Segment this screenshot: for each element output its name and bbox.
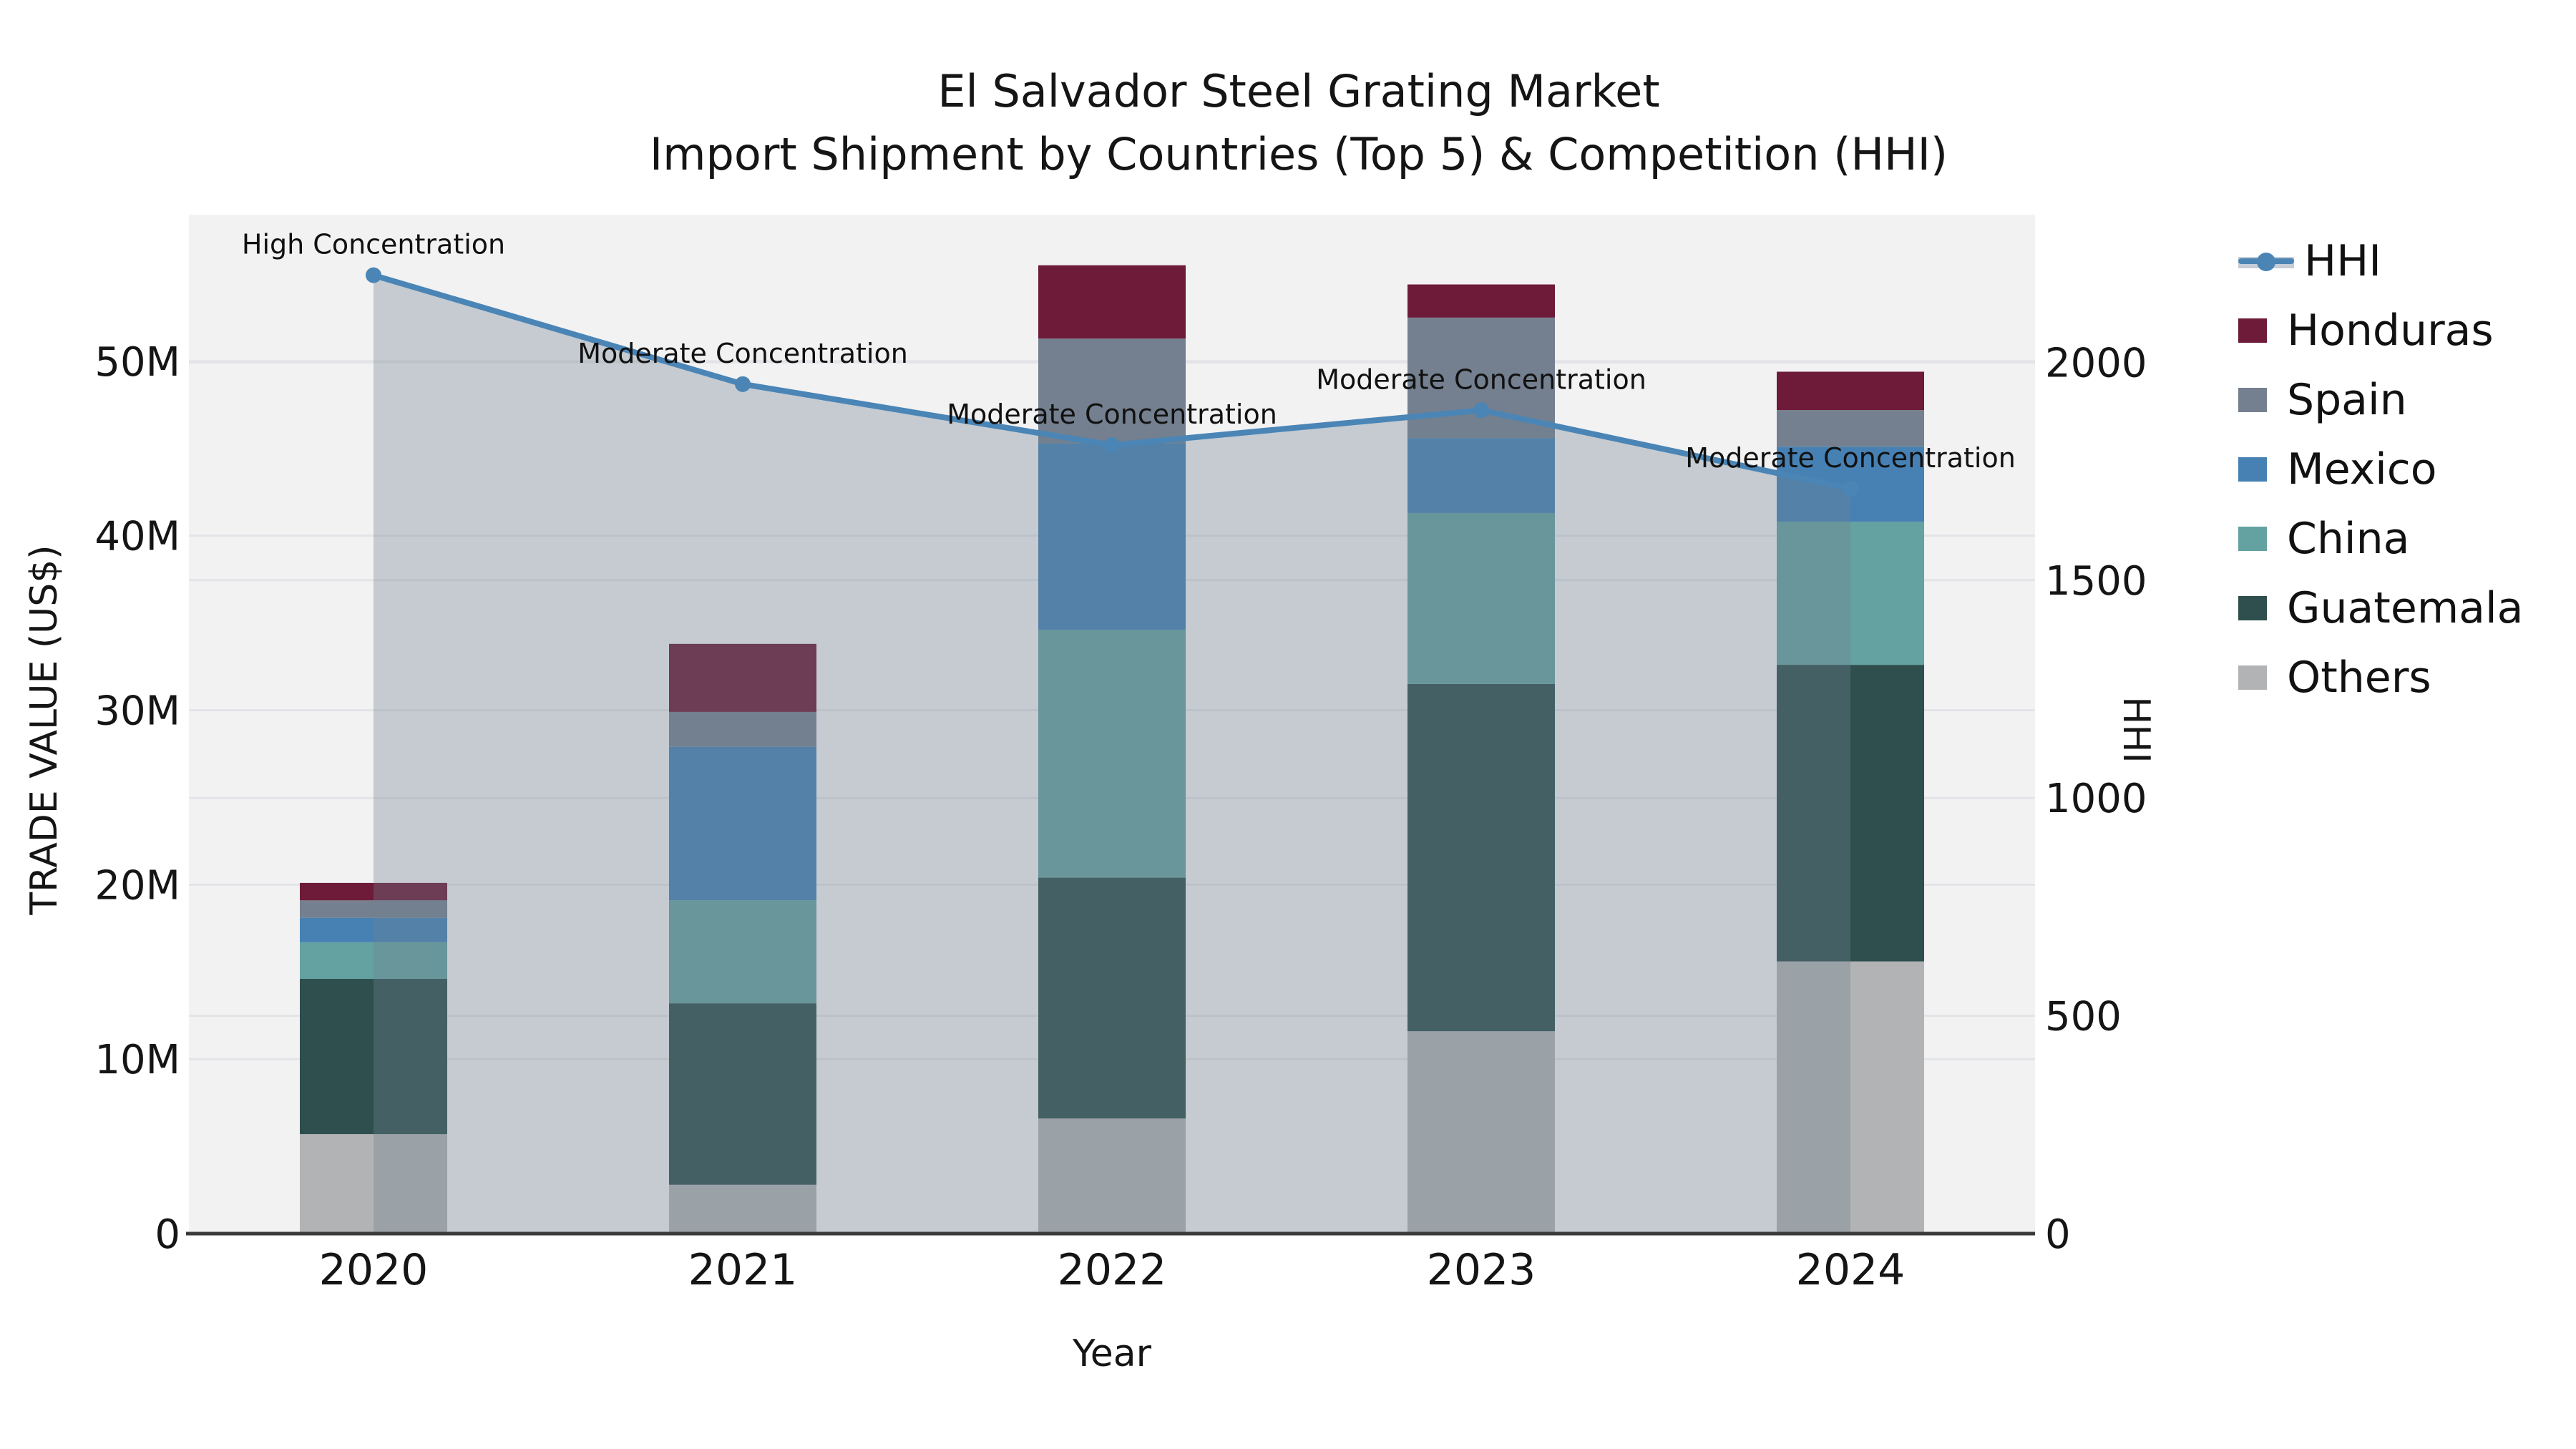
annotation-2024: Moderate Concentration — [1685, 442, 2016, 474]
bar-2020-mexico — [300, 917, 447, 942]
x-axis-label: Year — [1072, 1332, 1152, 1375]
bar-2024-spain — [1777, 410, 1924, 447]
hhi-point-2023 — [1473, 402, 1489, 419]
legend-label-hhi: HHI — [2304, 235, 2381, 286]
y-left-tick-40M: 40M — [94, 514, 180, 560]
bar-2020-china — [300, 942, 447, 979]
bar-2021-mexico — [669, 746, 816, 901]
bar-2021-others — [669, 1184, 816, 1234]
bar-2024-others — [1777, 961, 1924, 1234]
legend-label-china: China — [2287, 513, 2410, 564]
legend-item-spain: Spain — [2238, 365, 2523, 434]
bar-2023-honduras — [1407, 284, 1555, 318]
bar-2020-spain — [300, 900, 447, 918]
bar-2021-guatemala — [669, 1003, 816, 1185]
bar-2024-china — [1777, 522, 1924, 665]
legend-label-others: Others — [2287, 652, 2431, 703]
bar-2021-china — [669, 900, 816, 1004]
y-left-tick-10M: 10M — [94, 1037, 180, 1083]
bar-2022-honduras — [1038, 265, 1186, 339]
legend-label-spain: Spain — [2287, 374, 2407, 425]
legend-item-guatemala: Guatemala — [2238, 573, 2523, 643]
legend-swatch-spain — [2238, 387, 2267, 412]
hhi-point-2024 — [1843, 480, 1858, 497]
y-right-tick-0: 0 — [2045, 1211, 2071, 1258]
bar-2023-mexico — [1407, 438, 1555, 513]
y-right-tick-2000: 2000 — [2045, 340, 2147, 386]
chart-title: El Salvador Steel Grating Market Import … — [0, 60, 2576, 186]
x-tick-2024: 2024 — [1796, 1245, 1906, 1295]
bar-2022-others — [1038, 1118, 1186, 1234]
legend-item-others: Others — [2238, 643, 2523, 712]
bar-2020-guatemala — [300, 979, 447, 1135]
x-tick-2023: 2023 — [1427, 1245, 1536, 1295]
y-axis-label-right: HHI — [2114, 696, 2157, 763]
hhi-point-2021 — [735, 376, 751, 392]
legend: HHI Honduras Spain Mexico China Guatemala Othe… — [2238, 226, 2523, 712]
bar-2023-china — [1407, 512, 1555, 684]
legend-swatch-honduras — [2238, 318, 2267, 343]
legend-swatch-china — [2238, 526, 2267, 551]
legend-item-china: China — [2238, 504, 2523, 573]
annotation-2022: Moderate Concentration — [947, 399, 1277, 430]
x-tick-2022: 2022 — [1058, 1245, 1167, 1295]
legend-swatch-mexico — [2238, 457, 2267, 482]
bar-2020-honduras — [300, 882, 447, 901]
y-right-tick-1000: 1000 — [2045, 776, 2147, 822]
y-axis-label-left: TRADE VALUE (US$) — [23, 545, 66, 915]
x-tick-2020: 2020 — [319, 1245, 429, 1295]
bar-2021-honduras — [669, 643, 816, 712]
y-right-tick-1500: 1500 — [2045, 558, 2147, 605]
bar-2023-guatemala — [1407, 683, 1555, 1032]
bar-2020-others — [300, 1134, 447, 1234]
bar-2022-mexico — [1038, 443, 1186, 630]
y-left-tick-50M: 50M — [94, 339, 180, 386]
hhi-area-fill — [374, 275, 1850, 1234]
bar-2024-honduras — [1777, 371, 1924, 411]
bar-2021-spain — [669, 711, 816, 747]
y-left-tick-0: 0 — [155, 1211, 180, 1258]
legend-label-honduras: Honduras — [2287, 305, 2494, 356]
bar-2022-guatemala — [1038, 877, 1186, 1119]
annotation-2020: High Concentration — [242, 229, 505, 260]
y-left-tick-20M: 20M — [94, 862, 180, 909]
bar-2022-spain — [1038, 338, 1186, 444]
legend-label-mexico: Mexico — [2287, 444, 2437, 494]
y-right-tick-500: 500 — [2045, 994, 2122, 1040]
legend-item-mexico: Mexico — [2238, 434, 2523, 504]
annotation-2023: Moderate Concentration — [1316, 364, 1646, 395]
x-tick-2021: 2021 — [688, 1245, 798, 1295]
bar-2023-others — [1407, 1031, 1555, 1234]
hhi-point-2022 — [1104, 437, 1120, 454]
hhi-point-2020 — [366, 267, 381, 283]
legend-item-honduras: Honduras — [2238, 296, 2523, 365]
bar-2022-china — [1038, 630, 1186, 878]
legend-item-hhi: HHI — [2238, 226, 2523, 296]
hhi-line-icon — [2238, 247, 2294, 275]
legend-swatch-guatemala — [2238, 595, 2267, 620]
chart-title-line1: El Salvador Steel Grating Market — [937, 65, 1660, 117]
chart-title-line2: Import Shipment by Countries (Top 5) & C… — [649, 128, 1948, 180]
legend-label-guatemala: Guatemala — [2287, 582, 2524, 633]
annotation-2021: Moderate Concentration — [577, 338, 908, 369]
legend-swatch-others — [2238, 665, 2267, 690]
y-left-tick-30M: 30M — [94, 688, 180, 734]
bar-2024-guatemala — [1777, 665, 1924, 962]
